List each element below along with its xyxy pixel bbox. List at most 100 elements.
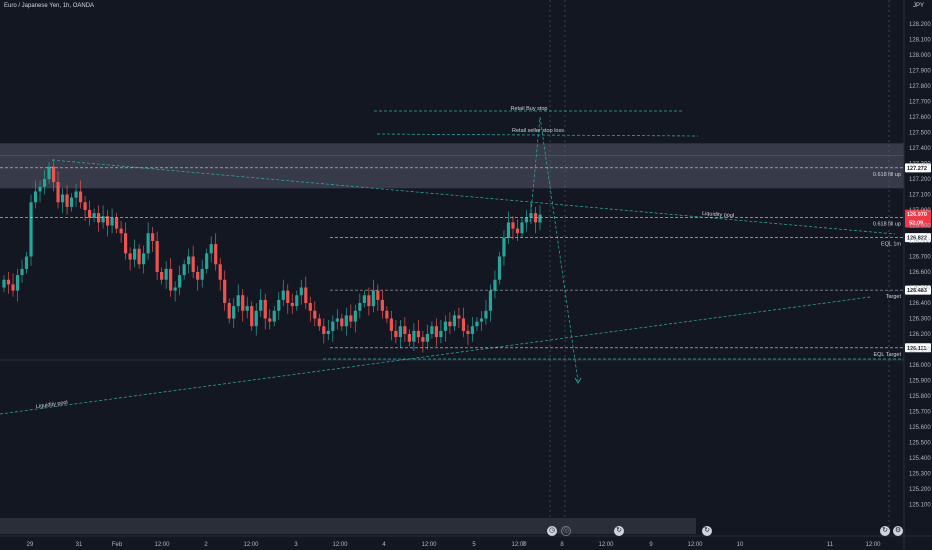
candle <box>290 293 294 314</box>
replay-icon[interactable]: ↻ <box>614 526 624 536</box>
candle-body <box>412 330 416 342</box>
replay-toolbar[interactable] <box>0 518 696 534</box>
candle-body <box>317 318 321 327</box>
candle <box>115 213 119 234</box>
candle <box>178 265 182 296</box>
candle-body <box>164 268 168 280</box>
candle-body <box>232 306 236 319</box>
price-tick-label: 127.900 <box>909 69 931 75</box>
price-tick-label: 125.600 <box>909 425 931 431</box>
candle <box>92 208 96 223</box>
candle <box>394 320 398 344</box>
candle-body <box>326 330 330 334</box>
candle <box>214 233 218 271</box>
supply-zone <box>0 143 904 189</box>
candle <box>344 307 348 336</box>
candle <box>371 279 375 313</box>
candle-body <box>254 310 258 327</box>
candle-body <box>430 326 434 334</box>
current-price-pill <box>905 209 931 228</box>
go-to-realtime-icon[interactable]: ↻ <box>880 526 890 536</box>
time-tick-label: 12:00 <box>154 542 170 548</box>
candle <box>340 313 344 331</box>
candle <box>488 284 493 322</box>
candle <box>169 258 173 297</box>
candle-body <box>146 233 150 254</box>
candle <box>529 202 533 224</box>
candle <box>389 310 393 341</box>
price-pill-text: 127.272 <box>907 166 927 172</box>
candle <box>51 158 56 192</box>
price-tick-label: 125.300 <box>909 472 931 478</box>
time-tick-label: 8 <box>560 542 564 548</box>
settings-ring-icon[interactable]: ◎ <box>561 526 571 536</box>
candle <box>358 293 362 319</box>
level-label: 0.618 fill up <box>873 221 901 227</box>
time-tick-label: 12:00 <box>511 542 527 548</box>
candle <box>6 272 11 294</box>
candle <box>497 251 502 285</box>
candle-body <box>475 321 479 327</box>
price-tick-label: 126.700 <box>909 255 931 261</box>
candle-body <box>299 287 303 296</box>
replay-icon[interactable]: ↻ <box>702 526 712 536</box>
candle <box>33 180 38 209</box>
symbol-title[interactable]: Euro / Japanese Yen, 1h, OANDA <box>4 3 95 9</box>
price-tick-label: 125.700 <box>909 410 931 416</box>
candle-body <box>74 191 78 198</box>
price-tick-label: 125.400 <box>909 456 931 462</box>
candle <box>47 161 51 184</box>
candle <box>87 200 92 226</box>
time-tick-label: 7 <box>522 542 526 548</box>
price-tick-label: 127.800 <box>909 84 931 90</box>
price-tick-label: 127.500 <box>909 131 931 137</box>
candle-body <box>259 299 263 311</box>
candle-body <box>470 326 475 334</box>
candle <box>380 290 384 319</box>
candle <box>83 196 87 221</box>
candle <box>443 315 448 342</box>
candle-body <box>173 287 177 291</box>
candle-body <box>47 166 51 179</box>
price-tick-label: 127.000 <box>909 208 931 214</box>
candle-body <box>160 272 164 280</box>
price-pill <box>905 233 931 243</box>
candle <box>425 324 429 350</box>
candle-body <box>250 306 254 327</box>
candle-body <box>290 303 294 307</box>
candle-body <box>137 248 141 265</box>
time-tick-label: 12:00 <box>598 542 614 548</box>
clock-icon[interactable]: ◷ <box>547 526 557 536</box>
candle-body <box>101 216 105 223</box>
candle-body <box>331 321 335 331</box>
candle-body <box>304 287 308 303</box>
candle-body <box>439 330 443 338</box>
candle <box>484 299 488 325</box>
candle <box>200 259 204 288</box>
candle <box>250 301 254 331</box>
candle <box>281 279 285 307</box>
price-tick-label: 126.500 <box>909 286 931 292</box>
candle-body <box>340 318 344 327</box>
candle <box>376 284 380 311</box>
candle <box>317 313 321 331</box>
candle-body <box>448 321 452 327</box>
candle-body <box>511 222 515 229</box>
candle-body <box>484 310 488 319</box>
candle-body <box>92 213 96 218</box>
candle <box>367 287 371 316</box>
candle <box>322 318 326 344</box>
candle-body <box>506 222 511 238</box>
candle-body <box>389 318 393 331</box>
price-tick-label: 125.900 <box>909 379 931 385</box>
gear-icon[interactable]: ⚙ <box>893 526 903 536</box>
price-pill <box>905 285 931 295</box>
candle-body <box>407 334 411 342</box>
candle-body <box>155 241 159 272</box>
candle <box>335 309 339 330</box>
candle <box>533 206 538 234</box>
candle-body <box>452 315 457 327</box>
candle-body <box>295 295 299 307</box>
candle <box>439 320 443 344</box>
